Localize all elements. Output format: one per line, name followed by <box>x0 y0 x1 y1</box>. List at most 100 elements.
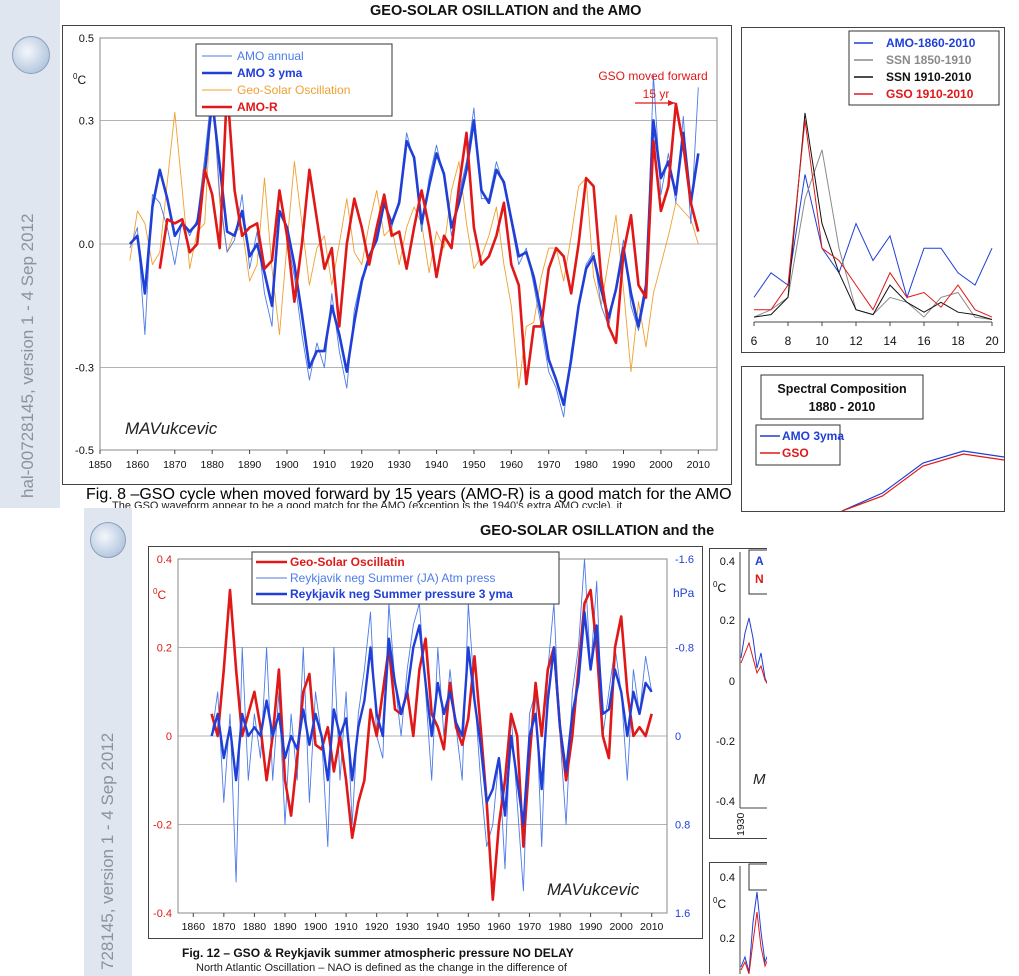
spectral-composition-chart: Spectral Composition 1880 - 2010 AMO 3yma G… <box>741 366 1005 512</box>
spectral-legend-box <box>755 424 841 466</box>
spectrum-series-line <box>753 149 993 320</box>
reyk-y-tick-label: -0.2 <box>153 820 172 832</box>
bottom-side-strip <box>84 508 132 976</box>
side-a-signature: M <box>753 771 766 788</box>
reyk-x-tick-label: 1970 <box>518 921 542 933</box>
amo-x-tick-label: 1960 <box>500 459 524 471</box>
reyk-x-tick-label: 2000 <box>609 921 633 933</box>
reyk-x-tick-label: 1950 <box>457 921 481 933</box>
amo-legend-label: AMO annual <box>237 49 304 63</box>
reyk-x-tick-label: 1910 <box>334 921 358 933</box>
side-a-y-tick-label: 0.4 <box>720 556 735 568</box>
amo-x-tick-label: 1860 <box>126 459 150 471</box>
amo-x-tick-label: 1970 <box>537 459 561 471</box>
top-chart-frame <box>62 25 732 485</box>
reyk-legend-label: Reykjavik neg Summer (JA) Atm press <box>290 571 495 585</box>
reyk-x-tick-label: 1990 <box>579 921 603 933</box>
reyk-legend-label: Geo-Solar Oscillatin <box>290 555 405 569</box>
reyk-series-line <box>211 558 653 892</box>
side-b-legend-box <box>748 863 767 891</box>
amo-legend-label: Geo-Solar Oscillation <box>237 83 350 97</box>
spectral-subtitle: 1880 - 2010 <box>809 400 876 414</box>
bottom-side-label: 728145, version 1 - 4 Sep 2012 <box>98 732 117 970</box>
reyk-x-tick-label: 1960 <box>487 921 511 933</box>
side-a-y-tick-label: 0.2 <box>720 615 735 627</box>
reyk-y-axis-label: 0C <box>153 587 166 602</box>
reyk-y2-tick-label: -1.6 <box>675 554 694 566</box>
reyk-y-tick-label: 0.2 <box>157 643 172 655</box>
reyk-x-tick-label: 1880 <box>243 921 267 933</box>
amo-annotation: GSO moved forward <box>598 69 707 83</box>
reyk-y-tick-label: 0.4 <box>157 554 172 566</box>
spectral-series-line <box>841 450 1004 511</box>
bottom-caption: Fig. 12 – GSO & Reykjavik summer atmosph… <box>182 946 574 960</box>
reyk-x-tick-label: 1980 <box>548 921 572 933</box>
reyk-y2-tick-label: 1.6 <box>675 908 690 920</box>
side-a-frame <box>709 548 767 839</box>
side-chart-b: 0.4 0.2 0C <box>709 862 767 974</box>
reyk-y-tick-label: 0 <box>166 731 172 743</box>
amo-signature: MAVukcevic <box>125 419 218 438</box>
bottom-chart-frame <box>148 546 703 939</box>
amo-x-tick-label: 1880 <box>201 459 225 471</box>
side-b-y-tick-label: 0.2 <box>720 933 735 945</box>
spectrum-series-line <box>754 120 993 318</box>
side-a-legend-box <box>748 549 767 595</box>
top-logo-image <box>12 36 50 74</box>
spectrum-legend-label: AMO-1860-2010 <box>886 36 976 50</box>
amo-x-tick-label: 1940 <box>425 459 449 471</box>
bottom-logo-image <box>90 522 126 558</box>
spectrum-x-tick-label: 18 <box>951 334 965 348</box>
spectral-legend-label: GSO <box>782 446 809 460</box>
side-a-y-axis-label: 0C <box>713 580 726 595</box>
amo-y-tick-label: 0.3 <box>79 115 94 127</box>
spectrum-legend-box <box>848 30 1000 106</box>
side-b-series-line <box>740 891 767 973</box>
amo-legend-label: AMO-R <box>237 100 278 114</box>
amo-annotation-arrowhead <box>668 100 675 106</box>
amo-y-tick-label: 0.0 <box>79 239 94 251</box>
spectrum-x-tick-label: 16 <box>917 334 931 348</box>
side-chart-a: 0.4 0.2 0 -0.2 -0.4 0C 1930 AN M <box>709 548 767 839</box>
spectral-title: Spectral Composition <box>777 382 906 396</box>
spectrum-legend-label: SSN 1910-2010 <box>886 70 972 84</box>
side-a-series-line <box>740 617 767 685</box>
top-side-label: hal-00728145, version 1 - 4 Sep 2012 <box>18 213 37 498</box>
side-a-legend-label: A <box>755 554 764 568</box>
top-page-title: GEO-SOLAR OSILLATION and the AMO <box>370 3 642 19</box>
amo-annotation-2: 15 yr <box>643 87 670 101</box>
reyk-y2-tick-label: -0.8 <box>675 643 694 655</box>
spectrum-series-line <box>753 174 993 300</box>
amo-y-axis-label: 0C <box>73 72 86 87</box>
reyk-y2-axis-label: hPa <box>673 586 695 600</box>
spectral-title-box <box>760 374 924 420</box>
reyk-legend-label: Reykjavik neg Summer pressure 3 yma <box>290 587 513 601</box>
reyk-x-tick-label: 1890 <box>273 921 297 933</box>
side-a-y-tick-label: 0 <box>729 676 735 688</box>
reyk-y2-tick-label: 0 <box>675 731 681 743</box>
reyk-legend-box <box>251 551 560 605</box>
spectrum-chart: 6 8 10 12 14 16 18 20 AMO-1860-2010 SSN 1850-1910… <box>741 27 1005 353</box>
amo-x-tick-label: 1980 <box>574 459 598 471</box>
amo-x-tick-label: 1870 <box>163 459 187 471</box>
amo-x-tick-label: 2010 <box>687 459 711 471</box>
reyk-x-tick-label: 1940 <box>426 921 450 933</box>
side-b-y-tick-label: 0.4 <box>720 872 735 884</box>
amo-y-tick-label: -0.5 <box>75 445 94 457</box>
side-b-series-line <box>740 911 767 974</box>
side-a-y-tick-label: -0.4 <box>716 796 735 808</box>
spectrum-x-tick-label: 20 <box>985 334 999 348</box>
amo-x-tick-label: 2000 <box>649 459 673 471</box>
spectrum-x-tick-label: 10 <box>815 334 829 348</box>
side-a-x-tick-label: 1930 <box>735 812 747 836</box>
spectral-legend-label: AMO 3yma <box>782 429 844 443</box>
amo-x-tick-label: 1890 <box>238 459 262 471</box>
spectrum-x-tick-label: 6 <box>751 334 758 348</box>
reyk-x-tick-label: 1920 <box>365 921 389 933</box>
spectrum-legend-label: GSO 1910-2010 <box>886 87 974 101</box>
amo-legend-label: AMO 3 yma <box>237 66 303 80</box>
reyk-y2-tick-label: 0.8 <box>675 820 690 832</box>
bottom-caption-continuation: North Atlantic Oscillation – NAO is defi… <box>196 962 567 974</box>
amo-x-tick-label: 1930 <box>387 459 411 471</box>
amo-y-tick-label: -0.3 <box>75 363 94 375</box>
